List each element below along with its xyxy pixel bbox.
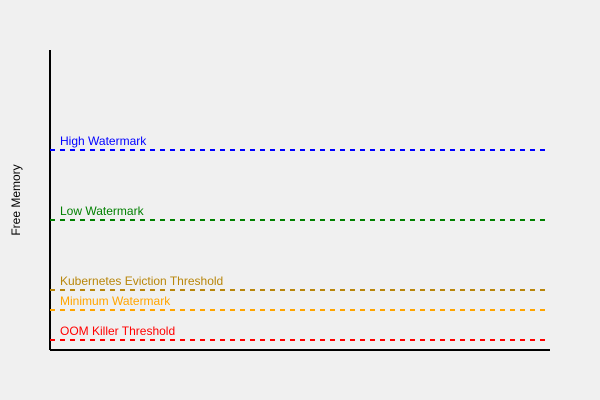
threshold-label: OOM Killer Threshold — [60, 324, 175, 338]
threshold-label: High Watermark — [60, 134, 147, 148]
threshold-label: Kubernetes Eviction Threshold — [60, 274, 223, 288]
threshold-label: Low Watermark — [60, 204, 145, 218]
y-axis-label: Free Memory — [9, 164, 23, 235]
threshold-label: Minimum Watermark — [60, 294, 171, 308]
